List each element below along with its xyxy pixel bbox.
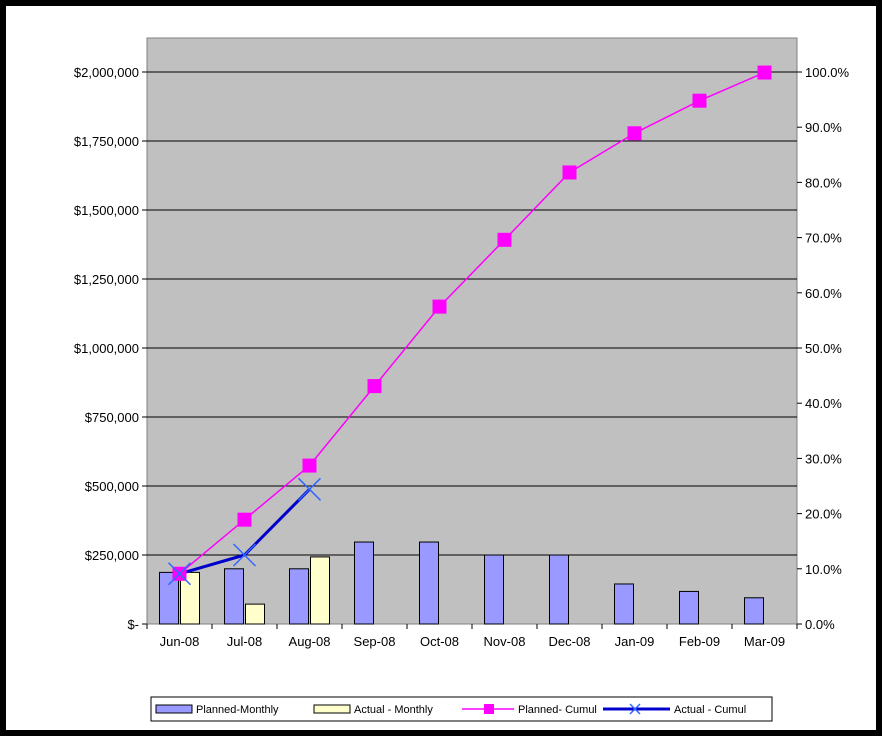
bar-planned-monthly xyxy=(679,590,699,625)
y2-tick-label: 90.0% xyxy=(805,120,842,135)
actual-cumul-marker xyxy=(167,562,192,586)
bar-planned-monthly xyxy=(289,568,309,625)
x-tick-label: Aug-08 xyxy=(289,634,331,649)
planned-cumul-marker xyxy=(497,232,512,247)
bar-planned-monthly xyxy=(159,571,179,625)
y2-tick-label: 50.0% xyxy=(805,341,842,356)
x-tick-label: Sep-08 xyxy=(354,634,396,649)
planned-cumul-marker xyxy=(692,93,707,108)
y2-tick-label: 70.0% xyxy=(805,231,842,246)
planned-cumul-marker xyxy=(302,458,317,473)
y-tick-label: $1,000,000 xyxy=(74,341,139,356)
x-tick-label: Mar-09 xyxy=(744,634,785,649)
y-tick-label: $250,000 xyxy=(85,548,139,563)
bar-planned-monthly xyxy=(224,568,244,625)
y-tick-label: $1,750,000 xyxy=(74,134,139,149)
x-tick-label: Jan-09 xyxy=(615,634,655,649)
actual-cumul-marker xyxy=(232,543,257,567)
planned-cumul-marker xyxy=(432,299,447,314)
y-tick-label: $- xyxy=(127,617,139,632)
bar-planned-monthly xyxy=(354,541,374,625)
x-tick-label: Dec-08 xyxy=(549,634,591,649)
bar-actual-monthly xyxy=(180,571,200,625)
x-tick-label: Nov-08 xyxy=(484,634,526,649)
bar-planned-monthly xyxy=(484,554,504,625)
bar-planned-monthly xyxy=(614,583,634,625)
planned-cumul-marker xyxy=(757,65,772,80)
legend-label-actual-monthly: Actual - Monthly xyxy=(354,704,433,716)
plot-area xyxy=(146,37,798,625)
y-tick-label: $1,250,000 xyxy=(74,272,139,287)
y-tick-label: $750,000 xyxy=(85,410,139,425)
y2-tick-label: 80.0% xyxy=(805,175,842,190)
y-tick-label: $2,000,000 xyxy=(74,65,139,80)
bar-planned-monthly xyxy=(744,597,764,625)
legend-marker-actual-cumul xyxy=(629,703,641,715)
x-tick-label: Oct-08 xyxy=(420,634,459,649)
planned-cumul-marker xyxy=(627,126,642,141)
planned-cumul-marker xyxy=(562,165,577,180)
planned-cumul-line xyxy=(179,71,765,575)
legend-label-planned-cumul: Planned- Cumul xyxy=(518,704,597,716)
legend-swatch-planned-monthly xyxy=(155,704,193,714)
legend-label-actual-cumul: Actual - Cumul xyxy=(674,704,746,716)
y2-tick-label: 30.0% xyxy=(805,451,842,466)
x-tick-label: Jun-08 xyxy=(160,634,200,649)
legend-marker-planned-cumul xyxy=(484,704,494,714)
x-tick-label: Feb-09 xyxy=(679,634,720,649)
y2-tick-label: 10.0% xyxy=(805,562,842,577)
bar-actual-monthly xyxy=(310,556,330,625)
y2-tick-label: 40.0% xyxy=(805,396,842,411)
y-tick-label: $1,500,000 xyxy=(74,203,139,218)
y-tick-label: $500,000 xyxy=(85,479,139,494)
bar-actual-monthly xyxy=(245,603,265,625)
legend-label-planned-monthly: Planned-Monthly xyxy=(196,704,279,716)
planned-cumul-marker xyxy=(237,512,252,527)
bar-planned-monthly xyxy=(549,554,569,625)
actual-cumul-marker xyxy=(297,477,322,501)
y2-tick-label: 20.0% xyxy=(805,507,842,522)
y2-tick-label: 0.0% xyxy=(805,617,835,632)
y2-tick-label: 60.0% xyxy=(805,286,842,301)
legend-swatch-actual-monthly xyxy=(313,704,351,714)
bar-planned-monthly xyxy=(419,541,439,625)
planned-cumul-marker xyxy=(367,379,382,394)
y2-tick-label: 100.0% xyxy=(805,65,850,80)
x-tick-label: Jul-08 xyxy=(227,634,262,649)
